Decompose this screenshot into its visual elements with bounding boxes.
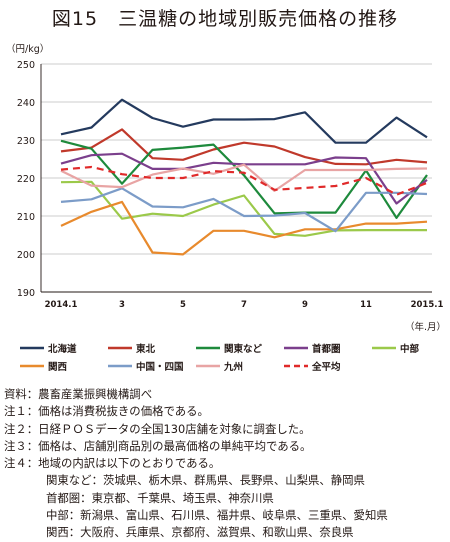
- y-tick-label: 200: [17, 250, 35, 261]
- note-line: 注３：価格は、店舗別商品別の最高価格の単純平均である。: [4, 438, 312, 453]
- legend-label: 九州: [223, 361, 243, 373]
- x-tick-label: 9: [302, 300, 308, 310]
- series-line-0: [60, 98, 428, 144]
- legend-item-7: 九州: [196, 361, 243, 373]
- legend-item-0: 北海道: [20, 343, 77, 355]
- x-tick-label: 3: [119, 300, 125, 310]
- y-unit-label: （円/kg）: [6, 43, 49, 55]
- series-line-4: [60, 180, 427, 237]
- legend-item-6: 中国・四国: [108, 361, 184, 373]
- legend-item-5: 関西: [20, 362, 68, 373]
- series-line-7: [60, 163, 428, 192]
- axes: 190 200 210 220 230 240 250 2014.1 3 5 7 9 11 2015.1 （…: [6, 43, 446, 333]
- x-tick-label: 11: [360, 300, 372, 310]
- note-line: 注２：日経ＰＯＳデータの全国130店舗を対象に調査した。: [4, 421, 311, 436]
- series-line-1: [60, 128, 428, 166]
- legend-label: 首都圏: [312, 343, 341, 355]
- note-line: 関東など：茨城県、栃木県、群馬県、長野県、山梨県、静岡県: [46, 473, 365, 488]
- legend-item-4: 中部: [372, 343, 420, 355]
- x-tick-label: 5: [180, 300, 186, 310]
- x-tick-label: 2014.1: [45, 300, 78, 310]
- y-tick-label: 230: [17, 136, 35, 147]
- note-line: 中部：新潟県、富山県、石川県、福井県、岐阜県、三重県、愛知県: [46, 508, 388, 523]
- legend-label: 中部: [400, 343, 420, 355]
- y-tick-label: 210: [17, 212, 35, 223]
- series-line-2: [60, 139, 428, 219]
- legend-label: 全平均: [311, 361, 341, 373]
- legend-label: 中国・四国: [136, 361, 184, 373]
- legend-item-1: 東北: [108, 343, 156, 355]
- note-line: 首都圏：東京都、千葉県、埼玉県、神奈川県: [46, 490, 274, 505]
- y-tick-label: 190: [17, 288, 35, 299]
- x-tick-label: 7: [241, 300, 247, 310]
- legend-label: 関東など: [224, 343, 263, 355]
- x-tick-label: 2015.1: [411, 300, 444, 310]
- note-line: 資料：農畜産業振興機構調べ: [4, 387, 153, 401]
- legend-item-8: 全平均: [284, 361, 341, 373]
- legend-label: 東北: [135, 343, 156, 355]
- x-unit-label: （年.月）: [405, 321, 446, 333]
- legend-label: 北海道: [48, 343, 77, 355]
- chart-notes: 資料：農畜産業振興機構調べ注１：価格は消費税抜きの価格である。注２：日経ＰＯＳデ…: [4, 386, 448, 542]
- line-chart: 190 200 210 220 230 240 250 2014.1 3 5 7 9 11 2015.1 （…: [6, 43, 446, 373]
- legend-item-3: 首都圏: [284, 343, 341, 355]
- note-line: 関西：大阪府、兵庫県、京都府、滋賀県、和歌山県、奈良県: [46, 525, 354, 540]
- note-line: 注１：価格は消費税抜きの価格である。: [4, 404, 209, 419]
- chart-title: 図15 三温糖の地域別販売価格の推移: [51, 8, 399, 30]
- series-lines: [60, 98, 428, 256]
- series-line-5: [60, 200, 428, 256]
- legend-label: 関西: [48, 362, 68, 373]
- y-tick-label: 240: [17, 98, 35, 109]
- y-tick-label: 220: [17, 174, 35, 185]
- series-line-6: [60, 187, 428, 233]
- note-line: 注４：地域の内訳は以下のとおりである。: [4, 456, 221, 471]
- legend-item-2: 関東など: [196, 343, 263, 355]
- series-line-8: [60, 165, 428, 196]
- y-tick-label: 250: [17, 60, 35, 71]
